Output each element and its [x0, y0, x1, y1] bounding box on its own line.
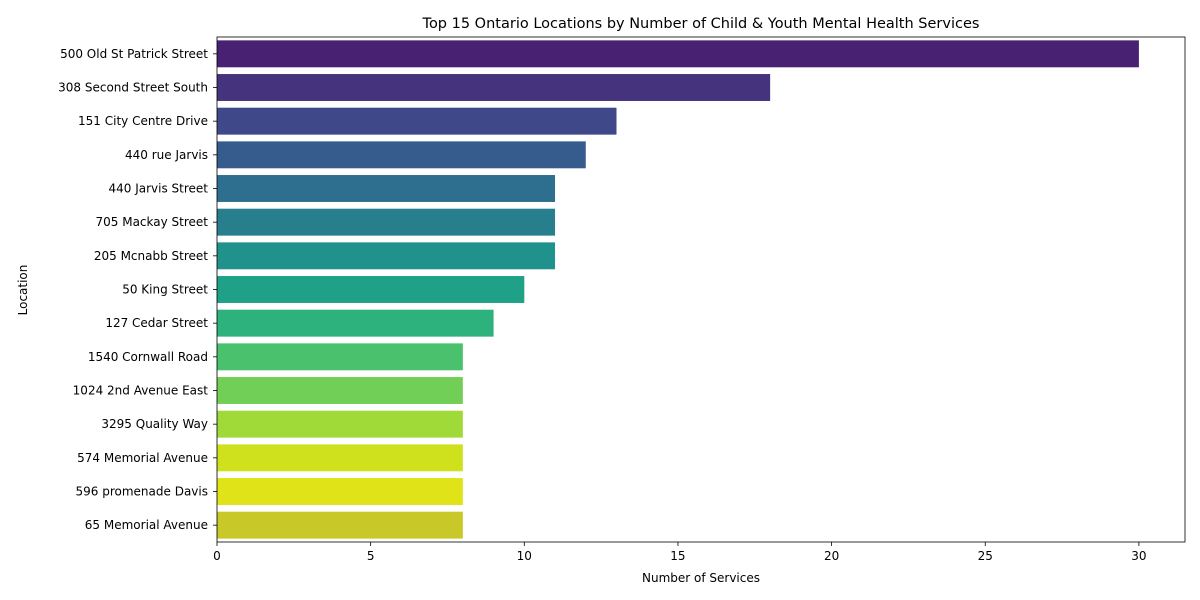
x-tick-label: 5: [367, 549, 375, 563]
bar: [217, 74, 771, 101]
y-tick-label: 3295 Quality Way: [101, 417, 208, 431]
y-tick-label: 308 Second Street South: [58, 81, 208, 95]
plot-frame: [216, 36, 1186, 543]
bar: [217, 141, 586, 169]
y-tick-label: 151 City Centre Drive: [78, 114, 208, 128]
x-axis-ticks: 0 5 10 15 20 25 30: [213, 542, 1147, 563]
x-tick-label: 10: [517, 549, 532, 563]
y-tick-label: 127 Cedar Street: [105, 316, 208, 330]
y-tick-label: 440 Jarvis Street: [108, 182, 208, 196]
bar: [217, 478, 463, 505]
bar: [217, 208, 556, 236]
x-tick-label: 0: [213, 549, 221, 563]
x-axis-label: Number of Services: [642, 571, 760, 585]
bar: [217, 107, 617, 135]
y-tick-label: 596 promenade Davis: [76, 485, 208, 499]
y-axis-label: Location: [16, 265, 30, 316]
bar: [217, 343, 463, 371]
bars-group: [217, 40, 1139, 539]
bar: [217, 40, 1139, 68]
bar: [217, 444, 463, 472]
x-tick-label: 20: [824, 549, 839, 563]
bar: [217, 276, 525, 303]
y-tick-label: 574 Memorial Avenue: [77, 451, 208, 465]
x-tick-label: 30: [1131, 549, 1146, 563]
y-tick-label: 440 rue Jarvis: [125, 148, 208, 162]
y-tick-label: 1540 Cornwall Road: [88, 350, 208, 364]
bar: [217, 175, 556, 202]
x-tick-label: 15: [670, 549, 685, 563]
bar: [217, 242, 556, 270]
y-tick-label: 705 Mackay Street: [96, 215, 209, 229]
y-tick-label: 205 Mcnabb Street: [94, 249, 208, 263]
bar: [217, 410, 463, 438]
y-tick-label: 65 Memorial Avenue: [85, 518, 208, 532]
bar: [217, 377, 463, 404]
chart-title: Top 15 Ontario Locations by Number of Ch…: [422, 16, 980, 32]
bar: [217, 309, 494, 337]
y-tick-label: 1024 2nd Avenue East: [73, 384, 209, 398]
y-tick-label: 500 Old St Patrick Street: [60, 47, 208, 61]
x-tick-label: 25: [978, 549, 993, 563]
bar: [217, 511, 463, 539]
y-axis-ticks: 500 Old St Patrick Street 308 Second Stre…: [58, 47, 217, 532]
y-tick-label: 50 King Street: [122, 283, 208, 297]
